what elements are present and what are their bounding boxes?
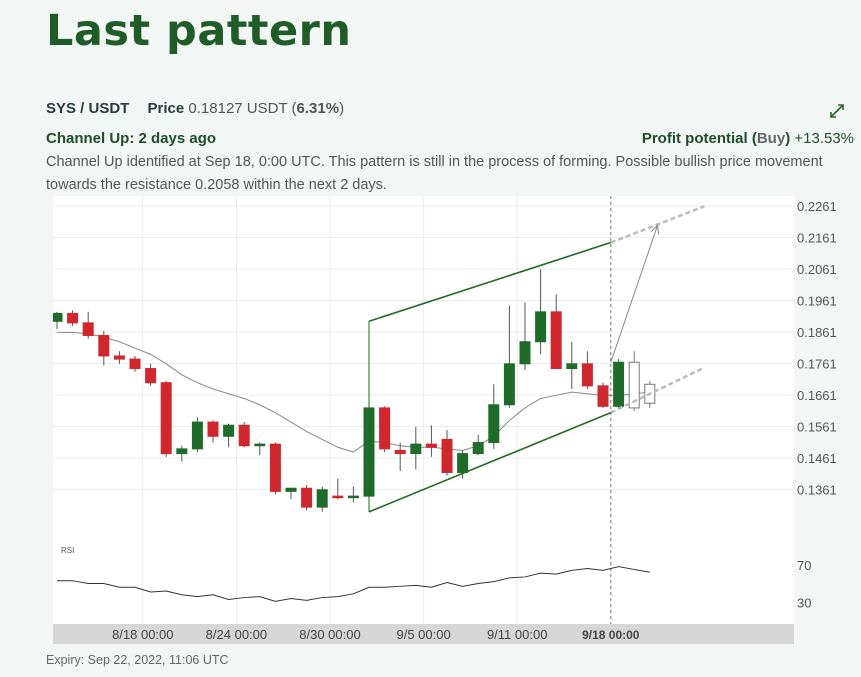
price-value: 0.18127 USDT (188, 100, 288, 117)
candle-bearish (113, 355, 125, 360)
channel-upper-projection (610, 205, 705, 244)
profit-direction: Buy (756, 130, 786, 147)
candle-bearish (98, 334, 110, 357)
pattern-title: Channel Up: 2 days ago (46, 130, 217, 147)
candle-bearish (441, 438, 453, 473)
x-tick-label: 8/24 00:00 (206, 627, 267, 642)
candle-bearish (67, 312, 79, 324)
candle-bearish (160, 382, 172, 455)
candle-bearish (394, 449, 406, 455)
rsi-level-label: 30 (797, 595, 811, 610)
candle-bearish (550, 311, 562, 370)
profit-potential: Profit potential (Buy) +13.53% (641, 130, 854, 147)
candle-bearish (207, 421, 219, 437)
y-tick-label: 0.2061 (797, 262, 837, 277)
price-label: Price (147, 100, 185, 117)
candle-bearish (581, 363, 593, 387)
candle-bearish (82, 322, 94, 336)
expiry-text: Expiry: Sep 22, 2022, 11:06 UTC (46, 653, 229, 667)
rsi-level-label: 70 (797, 558, 811, 573)
candle-bullish (347, 495, 359, 499)
candle-bullish (613, 361, 625, 407)
candle-bullish (51, 312, 63, 322)
candlestick-chart: 0.2261 0.2161 0.2061 0.1961 0.1861 0.1761 0.16… (51, 196, 837, 644)
x-tick-label: 8/30 00:00 (299, 627, 360, 642)
chart-container: 0.2261 0.2161 0.2061 0.1961 0.1861 0.1761 0.16… (51, 196, 860, 648)
price-change-value: 6.31% (296, 100, 340, 117)
candle-bullish (503, 363, 515, 406)
price-change: (6.31%) (291, 100, 345, 117)
target-arrow-head (650, 224, 660, 235)
y-tick-label: 0.1361 (797, 483, 837, 498)
y-tick-label: 0.2261 (797, 199, 837, 214)
candle-bullish (488, 404, 500, 444)
candle-bullish (535, 311, 547, 343)
candle-bearish (597, 385, 609, 407)
candle-bearish (129, 358, 141, 370)
profit-value: +13.53% (794, 130, 854, 147)
candle-bullish (176, 448, 188, 455)
channel-lower-line (368, 411, 612, 513)
page-title: Last pattern (46, 6, 352, 56)
candle-bearish (238, 424, 250, 447)
candle-bearish (269, 443, 281, 492)
y-tick-label: 0.2161 (797, 231, 837, 246)
candle-bearish (332, 495, 344, 499)
x-axis-strip (53, 624, 794, 644)
x-tick-label: 9/11 00:00 (487, 627, 547, 642)
pair-price-row: SYS / USDT Price 0.18127 USDT (6.31%) (46, 100, 344, 117)
y-tick-label: 0.1861 (797, 325, 837, 340)
y-tick-label: 0.1461 (797, 451, 837, 466)
target-arrow-line (610, 225, 659, 363)
candle-bearish (425, 443, 437, 448)
candle-bullish (223, 424, 235, 437)
candle-bearish (301, 487, 313, 508)
candle-bearish (379, 407, 391, 450)
rsi-label: RSI (61, 546, 74, 555)
channel-lower-projection (610, 366, 705, 414)
candle-bullish (285, 487, 297, 492)
candle-bullish (410, 443, 422, 455)
pattern-row: Channel Up: 2 days ago Profit potential … (46, 130, 854, 147)
pattern-description: Channel Up identified at Sep 18, 0:00 UT… (46, 154, 823, 193)
x-tick-label: 9/18 00:00 (582, 628, 640, 642)
y-tick-label: 0.1761 (797, 357, 837, 372)
candle-bullish (472, 442, 484, 455)
expand-arrows-icon[interactable] (829, 103, 845, 119)
x-tick-label: 8/18 00:00 (112, 627, 173, 642)
candle-bullish (519, 341, 531, 365)
y-tick-label: 0.1661 (797, 388, 837, 403)
candle-bullish (316, 489, 328, 508)
channel-upper-line (368, 241, 612, 323)
candle-forecast (628, 361, 640, 409)
y-tick-label: 0.1561 (797, 420, 837, 435)
candle-bullish (457, 453, 469, 473)
candle-bullish (191, 421, 203, 450)
x-tick-label: 9/5 00:00 (396, 627, 450, 642)
pair-name[interactable]: SYS / USDT (46, 100, 130, 117)
candle-bearish (145, 368, 157, 384)
y-tick-label: 0.1961 (797, 294, 837, 309)
profit-label: Profit potential (641, 130, 748, 147)
moving-average-line (57, 331, 650, 453)
candle-bullish (254, 443, 266, 447)
candle-bullish (566, 363, 578, 370)
rsi-line (57, 566, 650, 602)
